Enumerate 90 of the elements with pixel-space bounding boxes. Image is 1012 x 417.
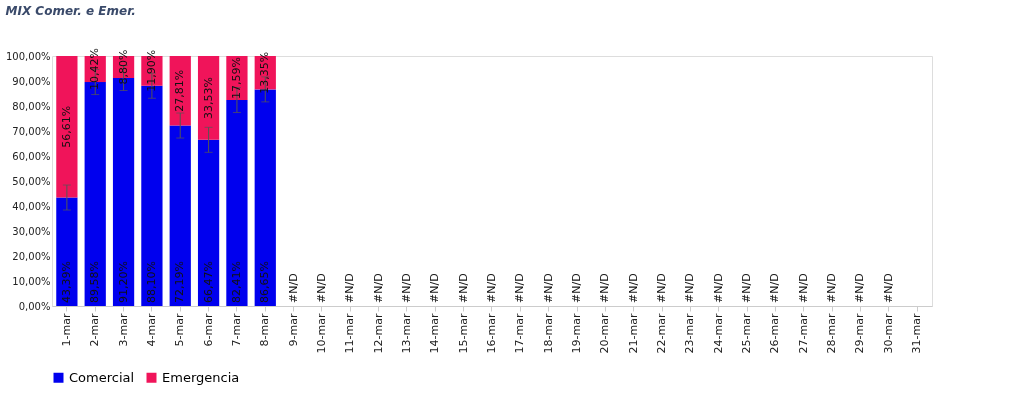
x-tick-label: 7-mar bbox=[229, 313, 243, 347]
x-tick-label: 21-mar bbox=[626, 313, 640, 354]
text: #N/D bbox=[314, 273, 328, 303]
y-tick-label: 80,00% bbox=[12, 100, 51, 112]
text: #N/D bbox=[796, 273, 810, 303]
bar bbox=[226, 99, 248, 306]
x-tick-label: 12-mar bbox=[371, 313, 385, 354]
x-tick-label: 30-mar bbox=[881, 313, 895, 354]
x-tick-label: 18-mar bbox=[541, 313, 555, 354]
data-label: 27,81% bbox=[173, 69, 187, 112]
x-tick-label: 16-mar bbox=[485, 313, 498, 354]
text: #N/D bbox=[399, 273, 413, 303]
data-label: 8,80% bbox=[116, 49, 130, 85]
text: #N/D bbox=[371, 273, 385, 303]
text: #N/D bbox=[286, 273, 300, 303]
x-tick-label: 29-mar bbox=[853, 313, 867, 354]
x-tick-label: 31-mar bbox=[910, 313, 924, 354]
x-tick-label: 4-mar bbox=[144, 313, 158, 347]
text: #N/D bbox=[513, 273, 527, 303]
bar bbox=[56, 197, 78, 306]
text: #N/D bbox=[598, 273, 612, 303]
data-label: 66,47% bbox=[201, 261, 215, 303]
x-tick-label: 2-mar bbox=[88, 313, 102, 347]
text: #N/D bbox=[626, 273, 640, 303]
text: #N/D bbox=[541, 273, 555, 303]
y-tick-label: 60,00% bbox=[12, 150, 51, 162]
text: #N/D bbox=[881, 273, 895, 303]
y-tick-label: 20,00% bbox=[12, 250, 51, 262]
bar bbox=[169, 56, 191, 126]
data-label: 91,20% bbox=[116, 261, 130, 303]
data-label: 43,39% bbox=[59, 261, 73, 303]
x-tick-label: 9-mar bbox=[286, 313, 300, 347]
x-tick-label: 15-mar bbox=[456, 313, 470, 354]
text: #N/D bbox=[655, 273, 669, 303]
text: #N/D bbox=[768, 273, 782, 303]
x-tick-label: 5-mar bbox=[173, 313, 187, 347]
y-tick-label: 40,00% bbox=[12, 200, 51, 212]
x-tick-label: 8-mar bbox=[258, 313, 272, 347]
legend-label: Emergencia bbox=[162, 369, 240, 385]
x-tick-label: 6-mar bbox=[201, 313, 215, 347]
x-tick-label: 24-mar bbox=[711, 313, 725, 354]
text: #N/D bbox=[456, 273, 470, 303]
y-tick-label: 100,00% bbox=[6, 50, 51, 62]
x-tick-label: 11-mar bbox=[343, 313, 357, 354]
data-label: 10,42% bbox=[88, 48, 102, 90]
chart-title: MIX Comer. e Emer. bbox=[5, 4, 136, 19]
x-tick-label: 26-mar bbox=[768, 313, 782, 354]
text: #N/D bbox=[711, 273, 725, 303]
y-tick-label: 0,00% bbox=[18, 300, 51, 312]
y-tick-label: 90,00% bbox=[12, 75, 51, 87]
data-label: 56,61% bbox=[59, 105, 73, 148]
x-tick-label: 27-mar bbox=[796, 313, 810, 354]
text: #N/D bbox=[740, 273, 754, 303]
y-tick-label: 70,00% bbox=[12, 125, 51, 137]
text: #N/D bbox=[428, 273, 442, 303]
text: #N/D bbox=[683, 273, 697, 303]
legend-label: Comercial bbox=[69, 369, 135, 385]
bar bbox=[197, 56, 220, 140]
text: #N/D bbox=[485, 273, 498, 303]
x-tick-label: 14-mar bbox=[428, 313, 442, 354]
x-tick-label: 22-mar bbox=[655, 313, 669, 354]
data-label: 88,10% bbox=[144, 261, 158, 303]
data-label: 33,53% bbox=[201, 76, 215, 119]
x-tick-label: 13-mar bbox=[399, 313, 413, 354]
x-tick-label: 3-mar bbox=[116, 313, 130, 347]
text: #N/D bbox=[825, 273, 839, 303]
data-label: 17,59% bbox=[229, 57, 243, 99]
y-tick-label: 30,00% bbox=[12, 225, 51, 237]
data-label: 72,19% bbox=[173, 261, 187, 303]
data-label: 89,58% bbox=[88, 261, 102, 303]
bar bbox=[56, 56, 78, 198]
y-tick-label: 50,00% bbox=[12, 175, 51, 187]
x-tick-label: 10-mar bbox=[314, 313, 328, 354]
x-tick-label: 17-mar bbox=[513, 313, 527, 354]
x-tick-label: 20-mar bbox=[598, 313, 612, 354]
text: #N/D bbox=[853, 273, 867, 303]
x-tick-label: 23-mar bbox=[683, 313, 697, 354]
data-label: 82,41% bbox=[229, 261, 243, 303]
x-tick-label: 19-mar bbox=[570, 313, 584, 354]
bar bbox=[169, 125, 191, 306]
text: #N/D bbox=[343, 273, 357, 303]
bar bbox=[197, 139, 220, 306]
data-label: 11,90% bbox=[144, 49, 158, 92]
data-label: 13,35% bbox=[258, 51, 272, 94]
data-label: 86,65% bbox=[258, 261, 272, 303]
y-tick-label: 10,00% bbox=[12, 275, 51, 287]
x-tick-label: 25-mar bbox=[740, 313, 754, 354]
x-tick-label: 28-mar bbox=[825, 313, 839, 354]
text: #N/D bbox=[570, 273, 584, 303]
x-tick-label: 1-mar bbox=[59, 313, 73, 347]
